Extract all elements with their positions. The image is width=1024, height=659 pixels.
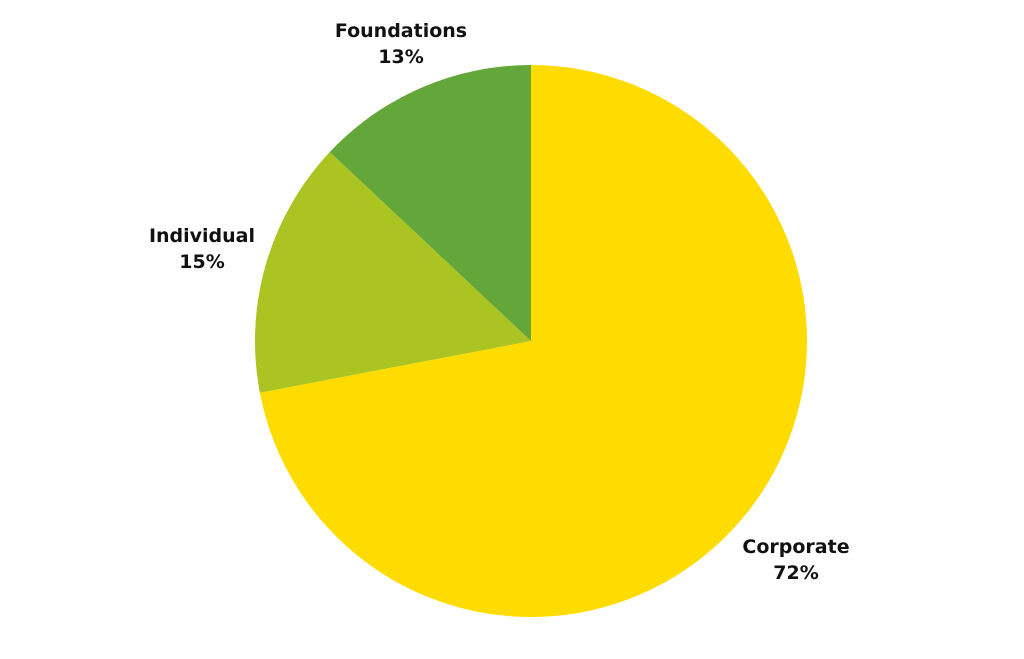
pie-slice-individual (254, 152, 531, 393)
slice-label-corporate: Corporate (742, 536, 849, 558)
slice-label-foundations: Foundations (335, 20, 467, 42)
pie-slice-corporate (259, 65, 808, 617)
slice-value-corporate: 72% (773, 562, 818, 584)
pie-slice-foundations (329, 65, 531, 341)
pie-labels: Corporate 72% Individual 15% Foundations 13% (149, 20, 850, 584)
slice-value-foundations: 13% (378, 46, 423, 68)
slice-value-individual: 15% (179, 251, 224, 273)
pie-slices (254, 65, 808, 617)
slice-label-individual: Individual (149, 225, 255, 247)
